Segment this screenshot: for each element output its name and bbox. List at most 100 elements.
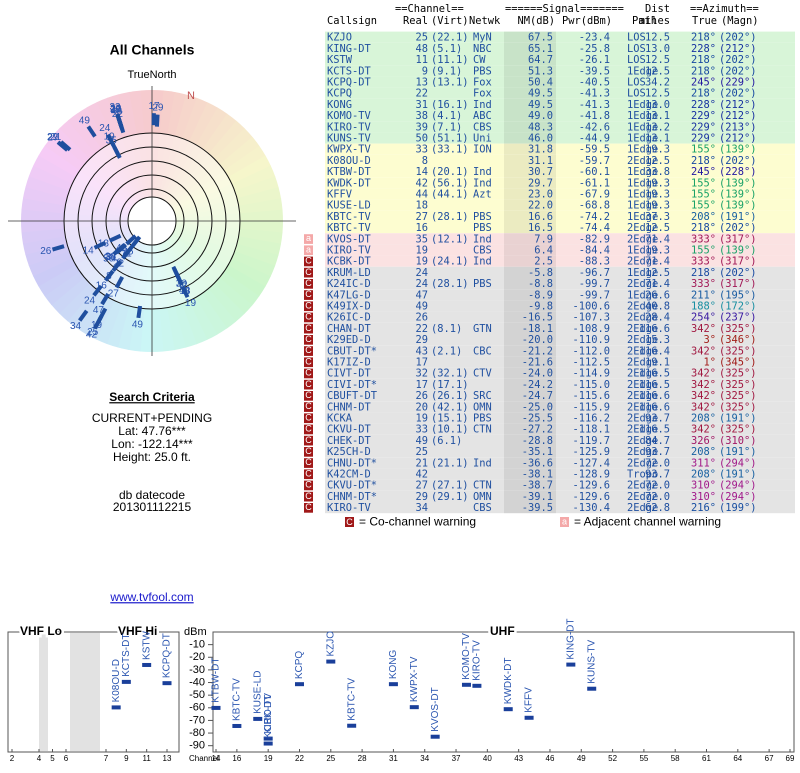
warning-flag: C bbox=[305, 390, 312, 400]
cell-netwk: Ind bbox=[473, 177, 492, 189]
criteria-title: Search Criteria bbox=[109, 390, 195, 404]
cell-real: 50 bbox=[415, 133, 428, 145]
cell-netwk: Ind bbox=[473, 166, 492, 178]
cell-netwk: Ind bbox=[473, 99, 492, 111]
x-tick-label: 37 bbox=[452, 754, 461, 763]
band-label: UHF bbox=[490, 624, 515, 638]
cell-true: 342° bbox=[691, 323, 716, 335]
cell-real: 27 bbox=[415, 211, 428, 223]
warning-flag: a bbox=[306, 244, 311, 254]
station-callsign: KBTC-TV bbox=[346, 678, 357, 721]
cell-pwr: -112.0 bbox=[572, 345, 610, 357]
cell-pwr: -68.8 bbox=[579, 200, 610, 212]
cell-dist: 28.4 bbox=[645, 312, 670, 324]
cell-magn: (325°) bbox=[719, 379, 757, 391]
cell-real: 39 bbox=[415, 121, 428, 133]
cell-virt: (13.1) bbox=[431, 77, 469, 89]
site-link[interactable]: www.tvfool.com bbox=[109, 590, 193, 604]
cell-netwk: Uni bbox=[473, 133, 492, 145]
cell-magn: (202°) bbox=[719, 88, 757, 100]
cell-nm: 51.3 bbox=[528, 65, 553, 77]
cell-real: 33 bbox=[415, 424, 428, 436]
cell-callsign: KONG bbox=[327, 99, 352, 111]
cell-true: 3° bbox=[703, 334, 716, 346]
cell-real: 24 bbox=[415, 267, 428, 279]
x-tick-label: 31 bbox=[389, 754, 398, 763]
cell-pwr: -44.9 bbox=[579, 133, 610, 145]
cell-nm: 64.7 bbox=[528, 54, 553, 66]
warning-flag: C bbox=[305, 457, 312, 467]
station-callsign: KSTW bbox=[141, 631, 152, 660]
cell-magn: (212°) bbox=[719, 110, 757, 122]
cell-netwk: Fox bbox=[473, 88, 492, 100]
cell-callsign: K24IC-D bbox=[327, 278, 371, 290]
cell-netwk: ION bbox=[473, 144, 492, 156]
cell-virt: (10.1) bbox=[431, 424, 469, 436]
cell-magn: (346°) bbox=[719, 334, 757, 346]
cell-netwk: CBC bbox=[473, 345, 492, 357]
cell-magn: (325°) bbox=[719, 401, 757, 413]
warning-flag: C bbox=[305, 334, 312, 344]
cell-pwr: -41.3 bbox=[579, 88, 610, 100]
cell-netwk: CTN bbox=[473, 424, 492, 436]
cell-real: 17 bbox=[415, 379, 428, 391]
station-label: 33 bbox=[109, 102, 121, 113]
warning-flag: C bbox=[305, 379, 312, 389]
station-callsign: KONG bbox=[388, 649, 399, 679]
cell-magn: (325°) bbox=[719, 368, 757, 380]
cell-true: 333° bbox=[691, 233, 716, 245]
x-tick-label: 13 bbox=[163, 754, 172, 763]
cell-dist: 19.3 bbox=[645, 144, 670, 156]
cell-callsign: KTBW-DT bbox=[327, 166, 372, 178]
cell-nm: -35.1 bbox=[522, 446, 553, 458]
cell-magn: (317°) bbox=[719, 256, 757, 268]
warning-flag: C bbox=[305, 300, 312, 310]
station-callsign: KING-DT bbox=[565, 618, 576, 659]
cell-real: 32 bbox=[415, 368, 428, 380]
x-tick-label: 69 bbox=[786, 754, 795, 763]
cell-pwr: -41.8 bbox=[579, 110, 610, 122]
cell-magn: (195°) bbox=[719, 289, 757, 301]
cell-real: 42 bbox=[415, 177, 428, 189]
cell-dist: 71.4 bbox=[645, 256, 670, 268]
header-group: ======Signal======= bbox=[505, 3, 624, 15]
cell-netwk: ABC bbox=[473, 110, 492, 122]
x-tick-label: 43 bbox=[514, 754, 523, 763]
cell-callsign: KUNS-TV bbox=[327, 133, 371, 145]
x-tick-label: 5 bbox=[50, 754, 55, 763]
cell-pwr: -114.9 bbox=[572, 368, 610, 380]
station-callsign: KFFV bbox=[524, 687, 535, 713]
warning-flag: a bbox=[306, 233, 311, 243]
cell-magn: (191°) bbox=[719, 413, 757, 425]
cell-magn: (202°) bbox=[719, 65, 757, 77]
x-tick-label: 9 bbox=[124, 754, 129, 763]
cell-virt: (2.1) bbox=[431, 345, 462, 357]
cell-nm: 49.0 bbox=[528, 110, 553, 122]
unused-channel bbox=[39, 633, 48, 751]
warning-flag: C bbox=[305, 412, 312, 422]
warning-flag: C bbox=[305, 468, 312, 478]
cell-true: 216° bbox=[691, 502, 716, 514]
y-tick-label: -70 bbox=[189, 714, 205, 726]
column-header: True bbox=[692, 15, 717, 27]
warning-flag: C bbox=[305, 424, 312, 434]
cell-virt: (4.1) bbox=[431, 110, 462, 122]
cell-callsign: K26IC-D bbox=[327, 312, 371, 324]
column-header: Pwr(dBm) bbox=[562, 15, 612, 27]
cell-nm: 48.3 bbox=[528, 121, 553, 133]
cell-nm: -20.0 bbox=[522, 334, 553, 346]
cell-callsign: KCPQ-DT bbox=[327, 77, 372, 89]
cell-true: 333° bbox=[691, 256, 716, 268]
cell-true: 333° bbox=[691, 278, 716, 290]
column-header: NM(dB) bbox=[517, 15, 555, 27]
cell-real: 49 bbox=[415, 301, 428, 313]
cell-callsign: KVOS-DT bbox=[327, 233, 372, 245]
cell-nm: 29.7 bbox=[528, 177, 553, 189]
cell-true: 245° bbox=[691, 77, 716, 89]
cell-pwr: -99.7 bbox=[579, 289, 610, 301]
cell-callsign: CHNM-DT* bbox=[327, 491, 377, 503]
station-bar bbox=[389, 682, 398, 686]
x-tick-label: 61 bbox=[702, 754, 711, 763]
cell-netwk: OMN bbox=[473, 491, 492, 503]
cell-magn: (294°) bbox=[719, 491, 757, 503]
